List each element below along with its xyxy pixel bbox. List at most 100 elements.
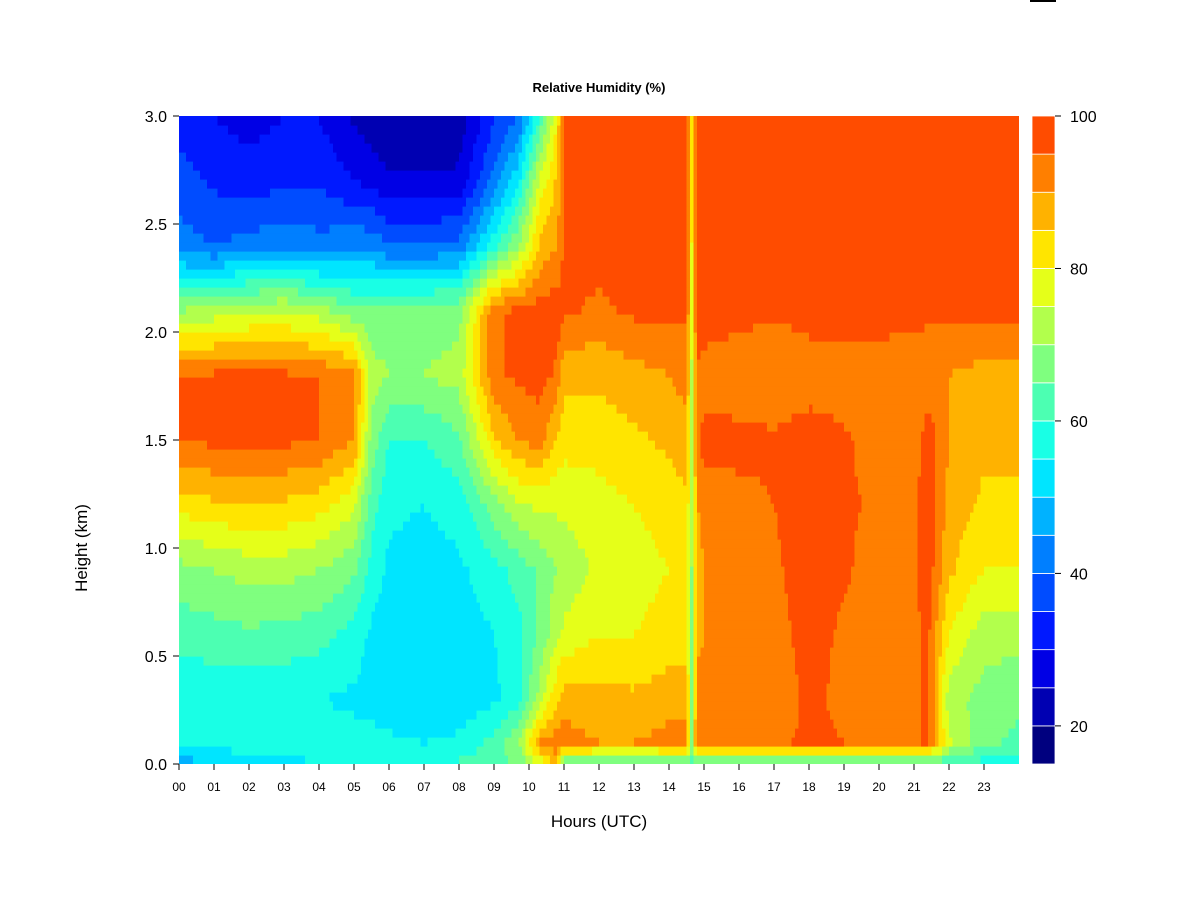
heatmap-cell — [322, 683, 327, 693]
heatmap-cell — [193, 458, 198, 468]
heatmap-cell — [277, 305, 282, 315]
heatmap-cell — [350, 539, 355, 549]
heatmap-cell — [385, 116, 390, 126]
heatmap-cell — [189, 629, 194, 639]
heatmap-cell — [196, 584, 201, 594]
heatmap-cell — [347, 683, 352, 693]
heatmap-cell — [189, 242, 194, 252]
heatmap-cell — [245, 332, 250, 342]
heatmap-cell — [242, 620, 247, 630]
heatmap-cell — [333, 296, 338, 306]
heatmap-cell — [182, 755, 187, 764]
heatmap-cell — [326, 287, 331, 297]
heatmap-cell — [277, 386, 282, 396]
heatmap-cell — [389, 404, 394, 414]
heatmap-cell — [266, 476, 271, 486]
heatmap-cell — [182, 746, 187, 756]
heatmap-cell — [350, 341, 355, 351]
heatmap-cell — [319, 260, 324, 270]
heatmap-cell — [182, 449, 187, 459]
heatmap-cell — [291, 143, 296, 153]
heatmap-cell — [399, 656, 404, 666]
heatmap-cell — [308, 323, 313, 333]
heatmap-cell — [182, 341, 187, 351]
heatmap-cell — [217, 620, 222, 630]
heatmap-cell — [231, 251, 236, 261]
heatmap-cell — [217, 314, 222, 324]
heatmap-cell — [252, 746, 257, 756]
heatmap-cell — [329, 287, 334, 297]
heatmap-cell — [294, 251, 299, 261]
heatmap-cell — [361, 206, 366, 216]
heatmap-cell — [347, 458, 352, 468]
heatmap-cell — [364, 260, 369, 270]
heatmap-cell — [368, 665, 373, 675]
heatmap-cell — [203, 467, 208, 477]
heatmap-cell — [368, 404, 373, 414]
heatmap-cell — [291, 260, 296, 270]
heatmap-cell — [179, 539, 184, 549]
heatmap-cell — [252, 755, 257, 764]
heatmap-cell — [322, 305, 327, 315]
heatmap-cell — [385, 350, 390, 360]
heatmap-cell — [252, 557, 257, 567]
heatmap-cell — [350, 701, 355, 711]
heatmap-cell — [242, 431, 247, 441]
heatmap-cell — [179, 377, 184, 387]
heatmap-cell — [277, 125, 282, 135]
heatmap-cell — [340, 368, 345, 378]
heatmap-cell — [301, 548, 306, 558]
heatmap-cell — [182, 737, 187, 747]
heatmap-cell — [210, 386, 215, 396]
heatmap-cell — [291, 602, 296, 612]
heatmap-cell — [312, 125, 317, 135]
heatmap-cell — [350, 746, 355, 756]
heatmap-cell — [245, 395, 250, 405]
heatmap-cell — [200, 530, 205, 540]
heatmap-cell — [189, 755, 194, 764]
heatmap-cell — [186, 557, 191, 567]
heatmap-cell — [280, 242, 285, 252]
heatmap-cell — [249, 386, 254, 396]
heatmap-cell — [364, 323, 369, 333]
heatmap-cell — [186, 548, 191, 558]
heatmap-cell — [312, 404, 317, 414]
heatmap-cell — [392, 503, 397, 513]
heatmap-cell — [256, 593, 261, 603]
heatmap-cell — [308, 557, 313, 567]
heatmap-cell — [343, 575, 348, 585]
heatmap-cell — [322, 422, 327, 432]
heatmap-cell — [249, 512, 254, 522]
heatmap-cell — [284, 278, 289, 288]
heatmap-cell — [301, 566, 306, 576]
heatmap-cell — [238, 125, 243, 135]
heatmap-cell — [231, 440, 236, 450]
heatmap-cell — [291, 377, 296, 387]
heatmap-cell — [259, 539, 264, 549]
heatmap-cell — [287, 602, 292, 612]
heatmap-cell — [193, 116, 198, 126]
heatmap-cell — [242, 629, 247, 639]
heatmap-cell — [249, 323, 254, 333]
heatmap-cell — [196, 251, 201, 261]
heatmap-cell — [256, 602, 261, 612]
heatmap-cell — [333, 674, 338, 684]
heatmap-cell — [378, 449, 383, 459]
heatmap-cell — [179, 566, 184, 576]
heatmap-cell — [364, 251, 369, 261]
heatmap-cell — [375, 323, 380, 333]
heatmap-cell — [280, 233, 285, 243]
heatmap-cell — [298, 413, 303, 423]
heatmap-cell — [347, 494, 352, 504]
heatmap-cell — [357, 179, 362, 189]
heatmap-cell — [189, 557, 194, 567]
heatmap-cell — [284, 521, 289, 531]
heatmap-cell — [207, 485, 212, 495]
heatmap-cell — [357, 413, 362, 423]
heatmap-cell — [196, 620, 201, 630]
heatmap-cell — [273, 206, 278, 216]
heatmap-cell — [308, 638, 313, 648]
heatmap-cell — [350, 737, 355, 747]
heatmap-cell — [329, 422, 334, 432]
heatmap-cell — [231, 593, 236, 603]
